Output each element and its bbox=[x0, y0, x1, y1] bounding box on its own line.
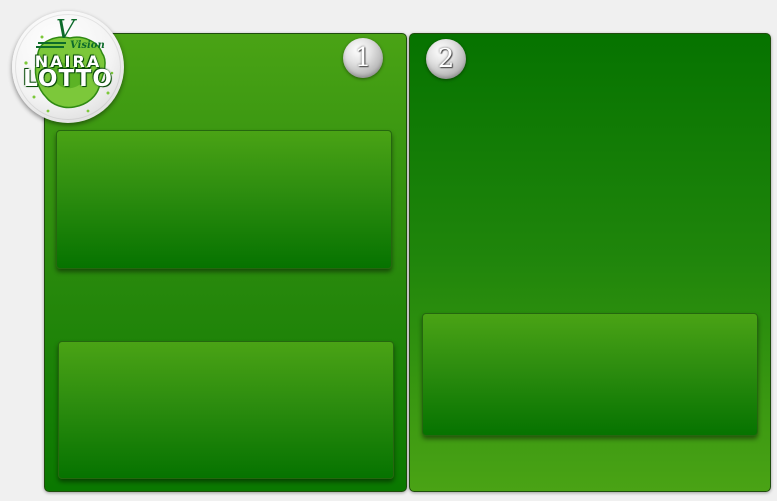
logo-lotto-text: LOTTO bbox=[23, 66, 113, 92]
panel-2-card[interactable] bbox=[422, 313, 758, 436]
panel-number-badge-1: 1 bbox=[343, 38, 383, 78]
logo-ring bbox=[15, 14, 121, 120]
panel-1-card-top[interactable] bbox=[56, 130, 392, 269]
panel-2: 2 bbox=[409, 33, 771, 492]
nigeria-map-icon: V Vision bbox=[24, 15, 114, 113]
panel-1: 1 bbox=[44, 33, 407, 492]
logo-brand-script: Vision bbox=[70, 40, 105, 51]
naira-lotto-logo: V Vision NAIRA LOTTO bbox=[12, 11, 124, 123]
star-decoration-icon bbox=[24, 35, 114, 113]
logo-naira-text: NAIRA bbox=[34, 52, 102, 71]
panel-1-card-bottom[interactable] bbox=[58, 341, 394, 479]
logo-v-glyph: V bbox=[56, 15, 77, 45]
panel-number-badge-2: 2 bbox=[426, 39, 466, 79]
